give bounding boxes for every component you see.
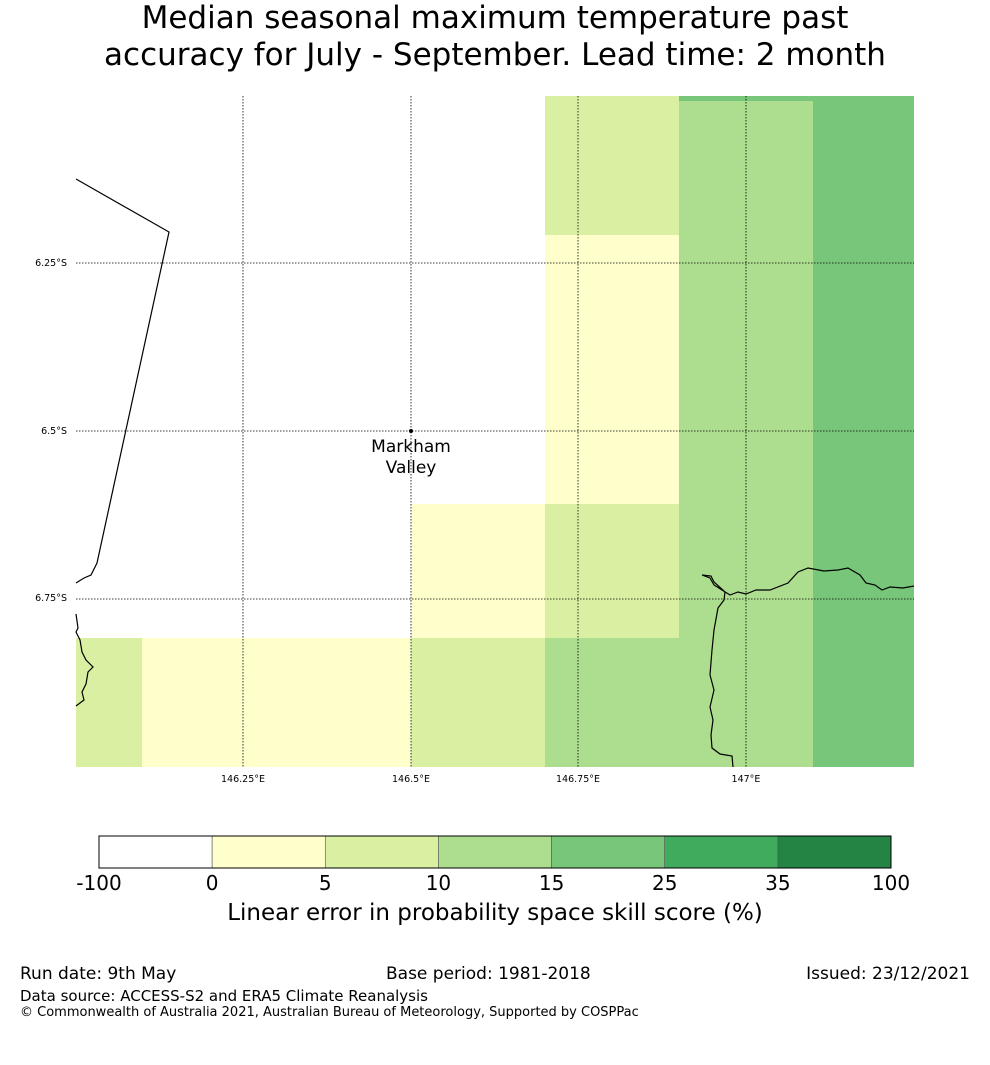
title-line-1: Median seasonal maximum temperature past [141, 0, 849, 36]
colorbar-swatch [664, 835, 779, 869]
lon-label: 147°E [732, 774, 761, 785]
lat-label: 6.75°S [35, 593, 67, 604]
grid-cell [545, 96, 679, 235]
run-date: Run date: 9th May [20, 964, 177, 984]
base-period: Base period: 1981-2018 [386, 964, 591, 984]
colorbar-swatch [324, 835, 439, 869]
colorbar-swatches [98, 835, 892, 869]
grid-cell [813, 101, 914, 235]
map-panel: Markham Valley 6.25°S 6.5°S 6.75°S 146.2… [35, 96, 915, 785]
colorbar-label: Linear error in probability space skill … [227, 900, 763, 926]
grid-cell [813, 235, 914, 504]
grid-cell [76, 638, 142, 767]
colorbar-tick-label: 5 [319, 871, 332, 895]
coastline-east [701, 567, 915, 768]
lat-label: 6.5°S [41, 426, 67, 437]
skill-score-cells [76, 96, 914, 767]
place-label-line-1: Markham [371, 437, 451, 457]
title-line-2: accuracy for July - September. Lead time… [104, 37, 886, 73]
grid-cell [545, 504, 679, 638]
grid-cell [142, 638, 411, 767]
colorbar-tick-label: 35 [765, 871, 790, 895]
grid-cell [411, 504, 545, 638]
lon-label: 146.25°E [221, 774, 265, 785]
lon-labels: 146.25°E 146.5°E 146.75°E 147°E [221, 774, 760, 785]
border-line [75, 178, 170, 584]
colorbar-tick-labels: -100 0 5 10 15 25 35 100 [76, 871, 910, 895]
colorbar-swatch [438, 835, 552, 869]
colorbar-swatch [98, 835, 213, 869]
coastline-west [75, 613, 94, 707]
place-marker [409, 429, 413, 433]
colorbar-tick-label: 10 [426, 871, 451, 895]
grid-cell [411, 638, 545, 767]
lon-label: 146.75°E [556, 774, 600, 785]
colorbar-tick-label: 25 [652, 871, 677, 895]
colorbar-frame [98, 835, 892, 869]
gridlines [76, 96, 914, 767]
grid-cell [813, 638, 914, 767]
lat-labels: 6.25°S 6.5°S 6.75°S [35, 258, 67, 604]
copyright: © Commonwealth of Australia 2021, Austra… [20, 1005, 639, 1020]
place-label-line-2: Valley [386, 458, 437, 478]
colorbar-swatch [777, 835, 892, 869]
grid-cell [679, 96, 914, 101]
issued-date: Issued: 23/12/2021 [806, 964, 970, 984]
colorbar-swatch [211, 835, 326, 869]
colorbar-tick-label: 100 [872, 871, 910, 895]
colorbar-tick-label: 0 [206, 871, 219, 895]
data-source: Data source: ACCESS-S2 and ERA5 Climate … [20, 987, 428, 1005]
grid-cell [545, 638, 813, 767]
colorbar: -100 0 5 10 15 25 35 100 [76, 835, 910, 895]
colorbar-tick-label: 15 [539, 871, 564, 895]
colorbar-tick-label: -100 [76, 871, 121, 895]
coastlines [75, 178, 915, 768]
map-title: Median seasonal maximum temperature past… [0, 0, 990, 74]
lon-label: 146.5°E [392, 774, 430, 785]
lat-label: 6.25°S [35, 258, 67, 269]
grid-cell [545, 235, 679, 504]
colorbar-swatch [551, 835, 666, 869]
